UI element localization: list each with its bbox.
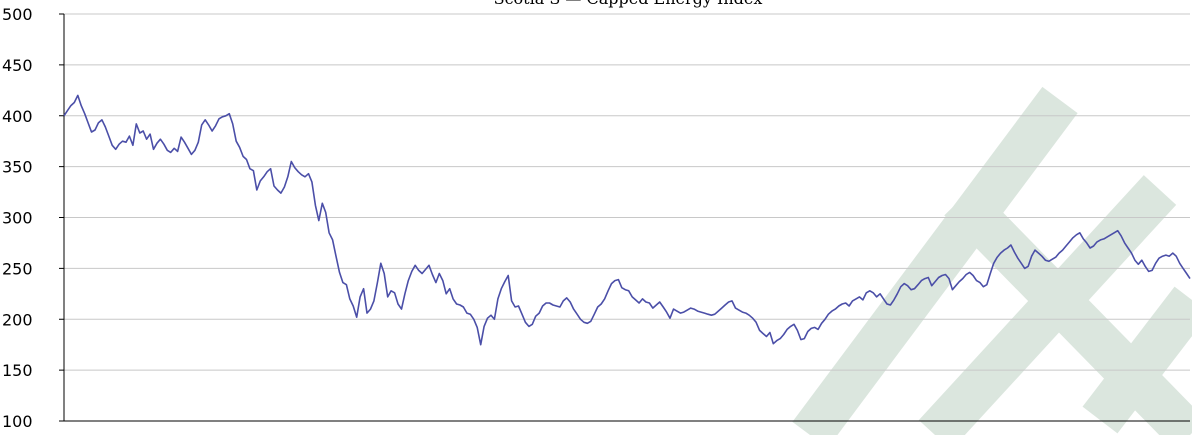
chart-title: Scotia S — Capped Energy Index [494, 0, 763, 8]
watermark-logo [792, 86, 1192, 435]
y-tick-label: 300 [2, 209, 33, 228]
y-tick-label: 400 [2, 107, 33, 126]
y-tick-label: 250 [2, 259, 33, 278]
y-tick-label: 200 [2, 310, 33, 329]
y-tick-label: 350 [2, 158, 33, 177]
series-line [63, 94, 1191, 346]
y-axis-ticks: 100 150 200 250 300 350 400 450 500 [2, 5, 64, 431]
y-tick-label: 500 [2, 5, 33, 24]
watermark-stroke [792, 86, 1078, 435]
watermark-stroke [944, 184, 1192, 435]
y-tick-label: 450 [2, 56, 33, 75]
y-tick-label: 150 [2, 361, 33, 380]
y-tick-label: 100 [2, 412, 33, 431]
gridlines [64, 13, 1190, 422]
